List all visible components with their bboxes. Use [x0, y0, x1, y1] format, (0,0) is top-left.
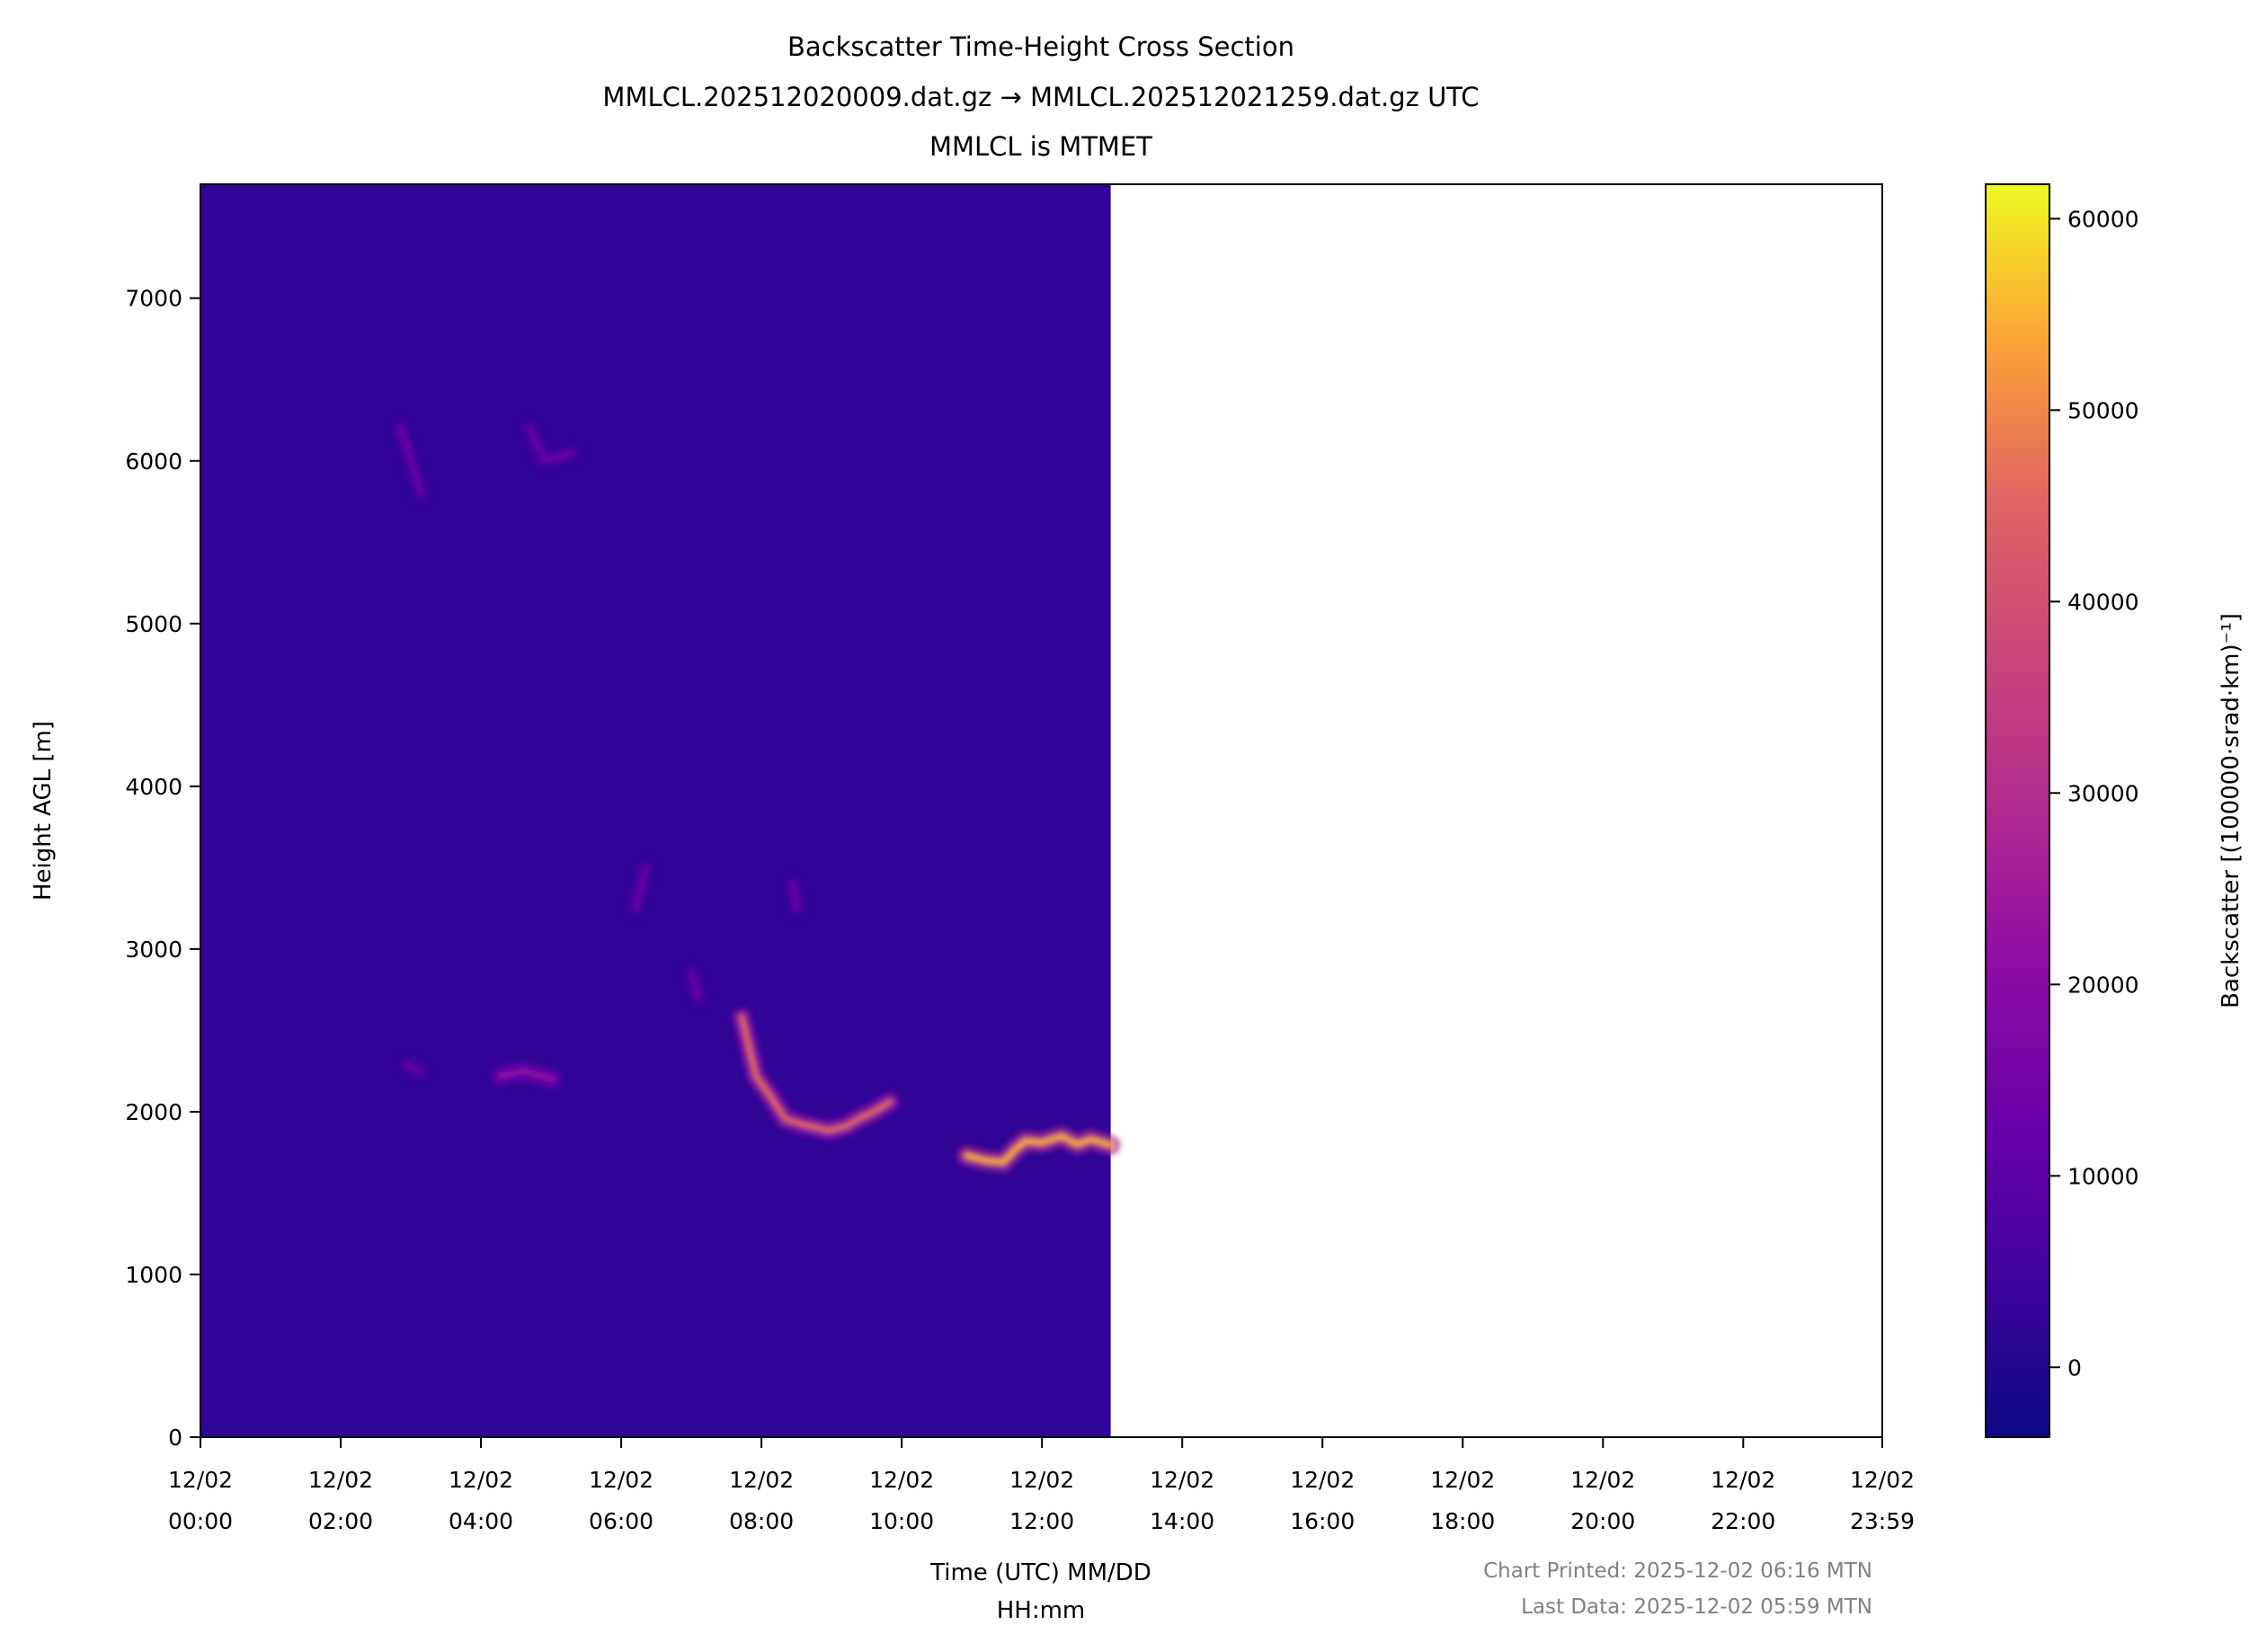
x-tick-date: 12/02: [1570, 1467, 1635, 1493]
x-tick-time: 02:00: [308, 1508, 373, 1534]
last-data-timestamp: Last Data: 2025-12-02 05:59 MTN: [1521, 1595, 1872, 1619]
chart-title-line-3: MMLCL is MTMET: [929, 131, 1152, 162]
x-axis-label-line1: Time (UTC) MM/DD: [929, 1559, 1151, 1586]
x-tick-time: 10:00: [869, 1508, 934, 1534]
x-tick-date: 12/02: [1430, 1467, 1495, 1493]
y-tick-label: 6000: [125, 449, 182, 475]
chart-title-line-1: Backscatter Time-Height Cross Section: [787, 31, 1294, 62]
y-tick-label: 3000: [125, 937, 182, 963]
x-tick-time: 16:00: [1290, 1508, 1355, 1534]
y-axis-label: Height AGL [m]: [30, 721, 57, 901]
x-tick-date: 12/02: [1150, 1467, 1214, 1493]
x-tick-date: 12/02: [589, 1467, 653, 1493]
x-tick-date: 12/02: [729, 1467, 794, 1493]
colorbar-tick-label: 60000: [2067, 206, 2139, 232]
x-tick-time: 20:00: [1570, 1508, 1635, 1534]
cloud-layer-morning: [738, 1014, 893, 1134]
colorbar: [1985, 183, 2050, 1438]
patch-3300m: [632, 864, 649, 912]
colorbar-tick-label: 0: [2067, 1354, 2082, 1381]
y-tick-label: 0: [168, 1425, 182, 1451]
x-tick-time: 06:00: [589, 1508, 653, 1534]
x-tick-date: 12/02: [869, 1467, 934, 1493]
colorbar-tick-label: 20000: [2067, 972, 2139, 998]
colorbar-label: Backscatter [(100000·srad·km)⁻¹]: [2218, 613, 2245, 1008]
patch-6000m-b: [527, 425, 575, 465]
heatmap-background: [200, 184, 1111, 1437]
x-tick-date: 12/02: [1850, 1467, 1915, 1493]
x-tick-time: 00:00: [168, 1508, 233, 1534]
x-tick-date: 12/02: [1711, 1467, 1775, 1493]
x-tick-date: 12/02: [449, 1467, 513, 1493]
x-tick-time: 18:00: [1430, 1508, 1495, 1534]
x-tick-time: 12:00: [1009, 1508, 1074, 1534]
colorbar-tick-label: 10000: [2067, 1163, 2139, 1189]
x-tick-time: 14:00: [1150, 1508, 1214, 1534]
cloud-layer-late: [964, 1132, 1115, 1166]
x-tick-time: 08:00: [729, 1508, 794, 1534]
x-tick-date: 12/02: [168, 1467, 233, 1493]
chart-title-line-2: MMLCL.202512020009.dat.gz → MMLCL.202512…: [602, 82, 1479, 112]
patch-2270m: [404, 1062, 425, 1075]
x-tick-date: 12/02: [1009, 1467, 1074, 1493]
x-tick-time: 04:00: [449, 1508, 513, 1534]
colorbar-tick-label: 50000: [2067, 397, 2139, 423]
y-tick-label: 7000: [125, 286, 182, 312]
patch-2200m: [498, 1068, 556, 1083]
y-tick-label: 2000: [125, 1099, 182, 1125]
x-axis-label-line2: HH:mm: [997, 1597, 1086, 1624]
patch-2750m: [688, 970, 702, 1001]
x-tick-time: 23:59: [1850, 1508, 1915, 1534]
patch-3350m: [789, 880, 800, 912]
x-tick-date: 12/02: [1290, 1467, 1355, 1493]
y-tick-label: 5000: [125, 611, 182, 637]
patch-6000m-a: [396, 425, 425, 497]
x-tick-time: 22:00: [1711, 1508, 1775, 1534]
y-tick-label: 4000: [125, 774, 182, 800]
x-tick-date: 12/02: [308, 1467, 373, 1493]
colorbar-tick-label: 40000: [2067, 589, 2139, 615]
colorbar-tick-label: 30000: [2067, 780, 2139, 806]
y-tick-label: 1000: [125, 1262, 182, 1288]
chart-printed-timestamp: Chart Printed: 2025-12-02 06:16 MTN: [1483, 1559, 1872, 1583]
